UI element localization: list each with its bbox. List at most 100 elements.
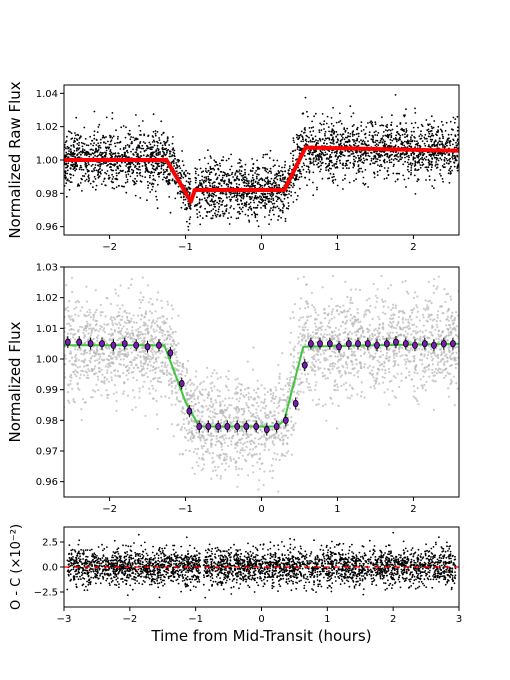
data-point — [288, 186, 291, 189]
data-point — [147, 147, 150, 150]
data-point — [163, 151, 165, 154]
data-point — [86, 374, 89, 377]
data-point — [353, 158, 355, 161]
data-point — [218, 182, 221, 185]
data-point — [166, 364, 169, 367]
data-point — [332, 132, 335, 135]
data-point — [99, 311, 102, 314]
data-point — [213, 184, 216, 187]
data-point — [350, 115, 353, 118]
data-point — [141, 333, 144, 336]
data-point — [139, 174, 142, 177]
data-point — [139, 325, 142, 329]
data-point — [221, 176, 224, 179]
data-point — [222, 156, 225, 158]
data-point — [309, 130, 312, 133]
data-point — [135, 172, 138, 174]
data-point — [242, 206, 244, 209]
data-point — [429, 138, 432, 141]
data-point — [105, 147, 108, 149]
data-point — [424, 137, 426, 140]
data-point — [407, 177, 410, 180]
data-point — [412, 384, 415, 388]
data-point — [363, 315, 366, 318]
data-point — [254, 416, 258, 419]
data-point — [396, 178, 399, 181]
data-point — [189, 396, 192, 400]
data-point — [346, 336, 349, 339]
data-point — [170, 304, 173, 307]
data-point — [364, 310, 367, 313]
data-point — [73, 137, 76, 140]
data-point — [444, 129, 447, 132]
data-point — [398, 310, 401, 313]
data-point — [344, 136, 347, 139]
data-point — [306, 328, 309, 331]
data-point — [284, 220, 287, 223]
data-point — [398, 160, 400, 162]
data-point — [107, 163, 109, 166]
data-point — [125, 165, 127, 167]
data-point — [212, 208, 215, 211]
data-point — [200, 171, 203, 174]
data-point — [168, 144, 171, 146]
data-point — [138, 370, 141, 373]
data-point — [359, 151, 362, 154]
data-point — [106, 396, 109, 399]
data-point — [383, 158, 386, 161]
data-point — [175, 396, 179, 399]
data-point — [292, 424, 295, 427]
data-point — [369, 163, 372, 165]
data-point — [419, 133, 422, 136]
data-point — [330, 139, 333, 141]
data-point — [175, 356, 178, 359]
data-point — [307, 149, 310, 152]
data-point — [204, 450, 207, 453]
data-point — [344, 280, 347, 283]
data-point — [144, 142, 147, 145]
data-point — [190, 400, 193, 403]
data-point — [137, 327, 140, 330]
data-point — [308, 170, 311, 173]
data-point — [236, 193, 239, 195]
data-point — [401, 328, 404, 331]
data-point — [161, 334, 164, 337]
data-point — [345, 141, 348, 143]
data-point — [294, 149, 297, 152]
data-point — [299, 390, 302, 393]
data-point — [316, 186, 318, 189]
data-point — [99, 171, 102, 173]
data-point — [194, 176, 197, 179]
data-point — [68, 300, 71, 303]
data-point — [375, 300, 378, 303]
data-point — [371, 317, 374, 320]
data-point — [422, 158, 425, 161]
data-point — [367, 351, 371, 354]
data-point — [124, 145, 127, 147]
data-point — [168, 150, 171, 153]
data-point — [182, 366, 185, 369]
data-point — [173, 149, 176, 152]
data-point — [115, 186, 118, 189]
data-point — [164, 171, 167, 173]
data-point — [288, 167, 291, 170]
data-point — [198, 202, 201, 205]
data-point — [284, 164, 286, 166]
data-point — [194, 170, 197, 173]
data-point — [171, 142, 174, 145]
data-point — [80, 166, 83, 169]
data-point — [449, 167, 451, 170]
data-point — [255, 411, 258, 414]
data-point — [205, 199, 208, 202]
data-point — [213, 369, 216, 372]
data-point — [452, 129, 454, 131]
data-point — [343, 127, 346, 129]
data-point — [364, 169, 367, 171]
data-point — [126, 144, 129, 146]
data-point — [364, 142, 366, 145]
data-point — [126, 378, 129, 381]
data-point — [117, 135, 119, 138]
data-point — [439, 157, 442, 160]
data-point — [375, 377, 378, 380]
data-point — [312, 138, 314, 141]
